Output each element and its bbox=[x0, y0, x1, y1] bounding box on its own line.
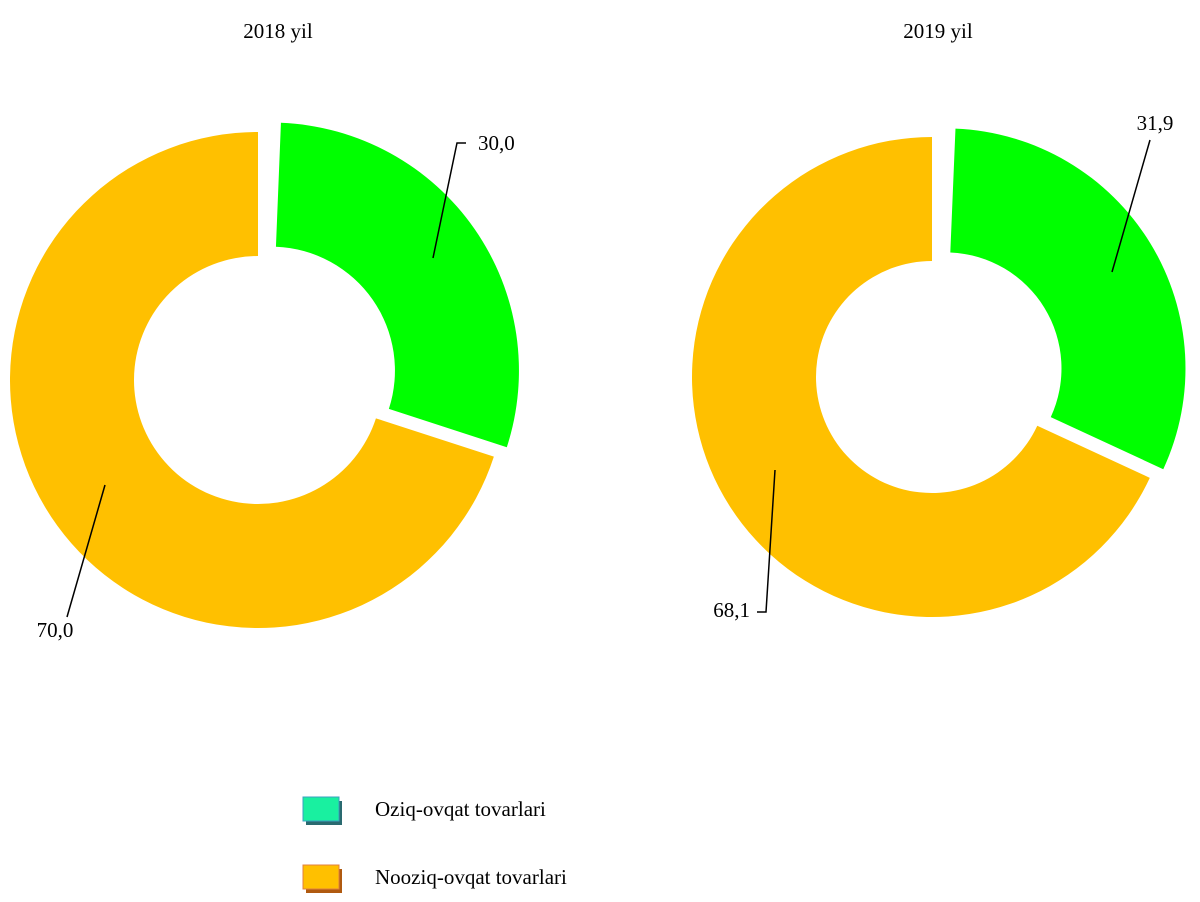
legend-swatch bbox=[302, 796, 340, 822]
legend-swatch bbox=[302, 864, 340, 890]
leader-line bbox=[66, 484, 106, 618]
legend-label: Oziq-ovqat tovarlari bbox=[375, 797, 546, 821]
slice bbox=[9, 132, 494, 628]
leader-line bbox=[432, 142, 466, 259]
data-label: 68,1 bbox=[713, 598, 750, 622]
data-label: 30,0 bbox=[478, 131, 515, 155]
slice bbox=[950, 128, 1186, 470]
chart-title: 2018 yil bbox=[243, 19, 313, 43]
data-label: 31,9 bbox=[1137, 111, 1174, 135]
slice bbox=[692, 137, 1150, 617]
leader-line bbox=[757, 469, 776, 613]
leader-line bbox=[1111, 139, 1151, 273]
legend-label: Nooziq-ovqat tovarlari bbox=[375, 865, 567, 889]
data-label: 70,0 bbox=[37, 618, 74, 642]
chart-title: 2019 yil bbox=[903, 19, 973, 43]
slice bbox=[275, 122, 519, 448]
